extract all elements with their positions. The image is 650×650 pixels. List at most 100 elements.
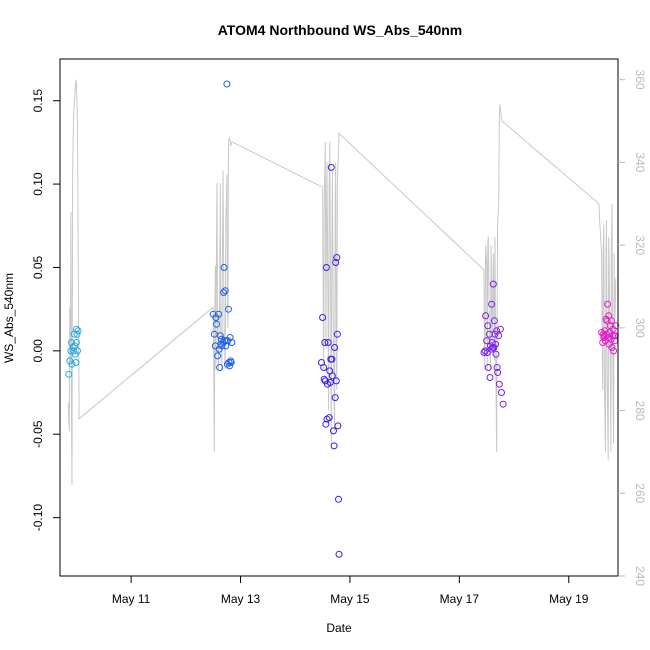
- data-point: [331, 394, 339, 402]
- data-point: [74, 347, 81, 355]
- data-point: [328, 372, 336, 380]
- data-point: [72, 359, 80, 366]
- points-layer: [65, 80, 620, 558]
- data-point: [225, 305, 232, 313]
- data-point: [600, 332, 608, 340]
- data-point: [496, 325, 504, 333]
- x-axis: May 11 May 13 May 15 May 17 May 19: [112, 576, 589, 606]
- data-point: [223, 80, 231, 88]
- data-point: [217, 335, 225, 343]
- data-point: [214, 352, 222, 360]
- x-tick-label: May 13: [221, 592, 261, 606]
- data-point: [227, 359, 235, 366]
- data-point: [221, 287, 229, 295]
- data-point: [494, 369, 502, 376]
- data-point: [492, 340, 499, 348]
- data-point: [65, 370, 73, 378]
- data-point: [335, 550, 343, 558]
- data-point: [73, 330, 81, 338]
- data-point: [480, 349, 488, 356]
- x-tick-label: May 11: [112, 592, 151, 606]
- data-point: [484, 322, 492, 330]
- data-point: [220, 264, 228, 271]
- data-point: [217, 340, 225, 348]
- data-point: [487, 342, 494, 350]
- data-point: [495, 380, 503, 388]
- data-point: [607, 317, 615, 325]
- data-point: [612, 322, 620, 330]
- data-point: [599, 330, 607, 338]
- x-tick-label: May 19: [549, 592, 589, 606]
- data-point: [320, 375, 328, 383]
- data-point: [490, 344, 498, 351]
- data-point: [324, 339, 332, 346]
- data-point: [225, 359, 233, 366]
- secondary-line-layer: [67, 79, 617, 486]
- y2-axis: 240 260 280 300 320 340 360: [618, 70, 647, 586]
- data-point: [215, 310, 223, 318]
- data-point: [603, 317, 611, 325]
- data-point: [330, 427, 337, 435]
- data-point: [74, 327, 82, 335]
- y-tick-label: 0.00: [31, 339, 45, 363]
- data-point: [321, 339, 329, 346]
- x-tick-label: May 15: [330, 592, 370, 606]
- secondary-series-line: [67, 79, 617, 486]
- data-point: [498, 389, 505, 396]
- data-point: [610, 347, 618, 355]
- data-point: [601, 327, 609, 335]
- data-point: [323, 415, 331, 423]
- data-point: [488, 300, 496, 308]
- data-point: [72, 325, 80, 333]
- data-point: [493, 364, 501, 371]
- data-point: [327, 163, 335, 171]
- chart-title: ATOM4 Northbound WS_Abs_540nm: [218, 22, 463, 38]
- data-point: [213, 320, 220, 328]
- data-point: [72, 339, 80, 346]
- data-point: [495, 332, 503, 340]
- data-point: [331, 344, 339, 351]
- data-point: [320, 364, 328, 371]
- data-point: [325, 414, 333, 422]
- y2-tick-label: 360: [633, 70, 647, 90]
- data-point: [332, 377, 340, 385]
- data-point: [335, 495, 342, 503]
- x-axis-label: Date: [326, 621, 352, 635]
- data-point: [70, 347, 78, 355]
- y2-tick-label: 280: [633, 401, 647, 421]
- data-point: [333, 330, 341, 338]
- data-point: [322, 264, 330, 271]
- data-point: [319, 314, 327, 321]
- data-point: [490, 317, 498, 325]
- data-point: [330, 442, 338, 450]
- data-point: [69, 344, 77, 351]
- data-point: [604, 300, 612, 308]
- data-point: [491, 330, 499, 338]
- data-point: [328, 355, 336, 363]
- y-tick-label: 0.15: [31, 89, 45, 113]
- y2-tick-label: 300: [633, 318, 647, 338]
- y-tick-label: 0.05: [31, 255, 45, 279]
- y2-tick-label: 320: [633, 235, 647, 255]
- data-point: [68, 360, 76, 368]
- y2-tick-label: 260: [633, 483, 647, 503]
- data-point: [216, 332, 224, 340]
- data-point: [216, 364, 224, 371]
- data-point: [333, 254, 341, 261]
- data-point: [228, 339, 236, 346]
- y-axis-label: WS_Abs_540nm: [2, 273, 16, 363]
- data-point: [226, 362, 234, 370]
- y-tick-label: -0.05: [31, 420, 45, 448]
- data-point: [488, 339, 496, 346]
- data-point: [334, 422, 342, 430]
- y2-tick-label: 340: [633, 152, 647, 172]
- data-point: [218, 342, 226, 350]
- data-point: [499, 400, 507, 408]
- data-point: [332, 259, 340, 266]
- data-point: [486, 374, 494, 381]
- data-point: [482, 312, 490, 320]
- plot-frame: [59, 58, 619, 577]
- y-tick-label: -0.10: [31, 504, 45, 532]
- data-point: [484, 364, 492, 371]
